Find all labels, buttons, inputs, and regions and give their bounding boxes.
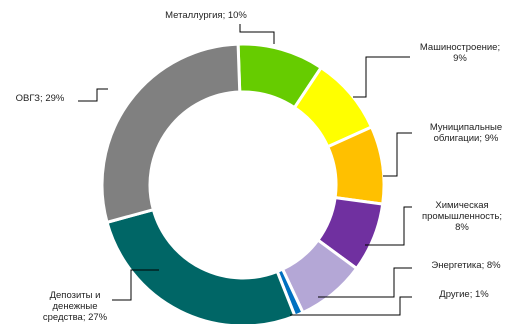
- leader-line-5: [290, 296, 412, 316]
- slice-7: [100, 42, 242, 225]
- leader-lines: [78, 24, 412, 316]
- slice-label-6: Депозиты и денежные средства; 27%: [43, 290, 108, 323]
- slice-label-3: Химическая промышленность; 8%: [422, 200, 502, 233]
- donut-slices: [100, 42, 386, 324]
- slice-labels: Металлургия; 10% Машиностроение; 9% Муницип…: [16, 10, 503, 323]
- leader-line-4: [318, 267, 412, 298]
- slice-label-1: Машиностроение; 9%: [420, 42, 500, 64]
- slice-label-4: Энергетика; 8%: [431, 260, 501, 271]
- leader-line-0: [239, 24, 275, 44]
- slice-label-5: Другие; 1%: [439, 289, 489, 300]
- slice-6: [105, 207, 297, 324]
- leader-line-2: [383, 132, 412, 177]
- leader-line-3: [365, 206, 412, 246]
- leader-line-1: [353, 56, 410, 98]
- slice-label-2: Муниципальные облигации; 9%: [430, 122, 502, 144]
- slice-label-0: Металлургия; 10%: [165, 10, 247, 21]
- leader-line-6: [112, 269, 159, 301]
- slice-label-7: ОВГЗ; 29%: [16, 93, 65, 104]
- leader-line-7: [78, 88, 108, 102]
